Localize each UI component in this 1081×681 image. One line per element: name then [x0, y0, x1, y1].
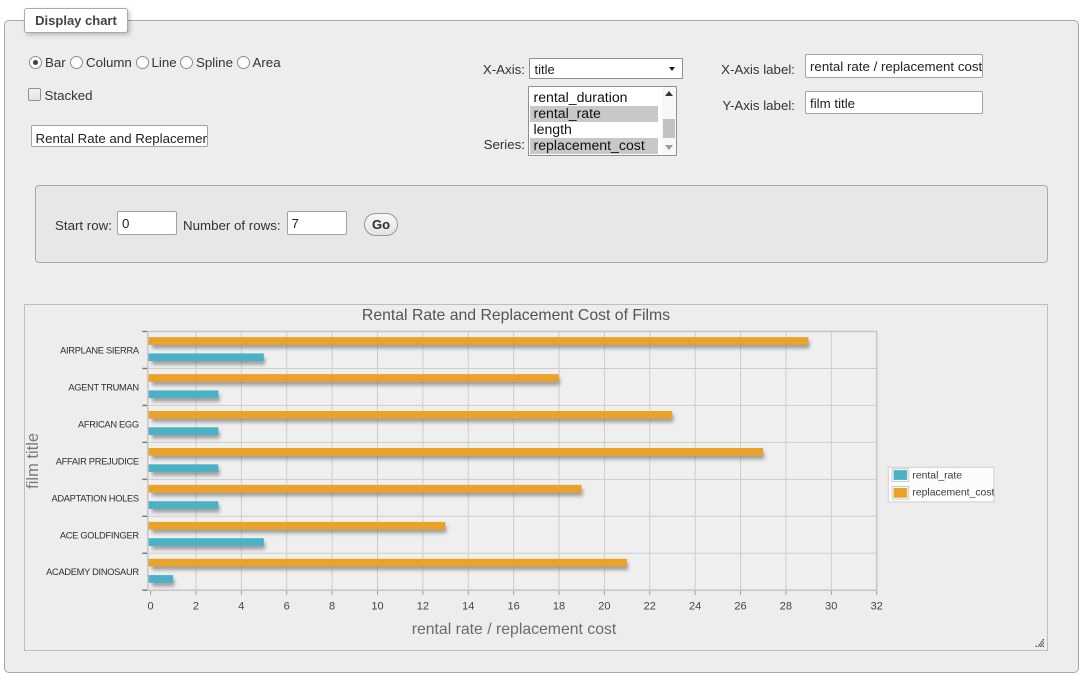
svg-text:16: 16: [508, 601, 520, 613]
svg-text:10: 10: [371, 601, 383, 613]
svg-text:14: 14: [462, 601, 474, 613]
svg-text:2: 2: [193, 601, 199, 613]
svg-text:rental rate / replacement cost: rental rate / replacement cost: [412, 621, 617, 638]
svg-text:replacement_cost: replacement_cost: [912, 488, 994, 499]
svg-text:32: 32: [871, 601, 883, 613]
svg-text:6: 6: [284, 601, 290, 613]
svg-text:24: 24: [689, 601, 701, 613]
svg-text:film title: film title: [25, 433, 42, 489]
svg-text:4: 4: [238, 601, 244, 613]
svg-text:8: 8: [329, 601, 335, 613]
svg-text:AGENT TRUMAN: AGENT TRUMAN: [68, 383, 138, 393]
svg-text:Rental Rate and Replacement Co: Rental Rate and Replacement Cost of Film…: [362, 307, 670, 324]
svg-text:ACE GOLDFINGER: ACE GOLDFINGER: [60, 530, 140, 540]
svg-text:AIRPLANE SIERRA: AIRPLANE SIERRA: [60, 346, 140, 356]
svg-text:AFFAIR PREJUDICE: AFFAIR PREJUDICE: [56, 456, 139, 466]
svg-text:ADAPTATION HOLES: ADAPTATION HOLES: [51, 493, 138, 503]
svg-text:28: 28: [780, 601, 792, 613]
svg-text:30: 30: [825, 601, 837, 613]
svg-text:12: 12: [417, 601, 429, 613]
svg-text:AFRICAN EGG: AFRICAN EGG: [78, 419, 139, 429]
svg-text:22: 22: [644, 601, 656, 613]
svg-text:20: 20: [598, 601, 610, 613]
svg-text:ACADEMY DINOSAUR: ACADEMY DINOSAUR: [46, 567, 139, 577]
svg-text:rental_rate: rental_rate: [912, 471, 962, 482]
svg-text:18: 18: [553, 601, 565, 613]
svg-text:26: 26: [734, 601, 746, 613]
svg-text:0: 0: [148, 601, 154, 613]
